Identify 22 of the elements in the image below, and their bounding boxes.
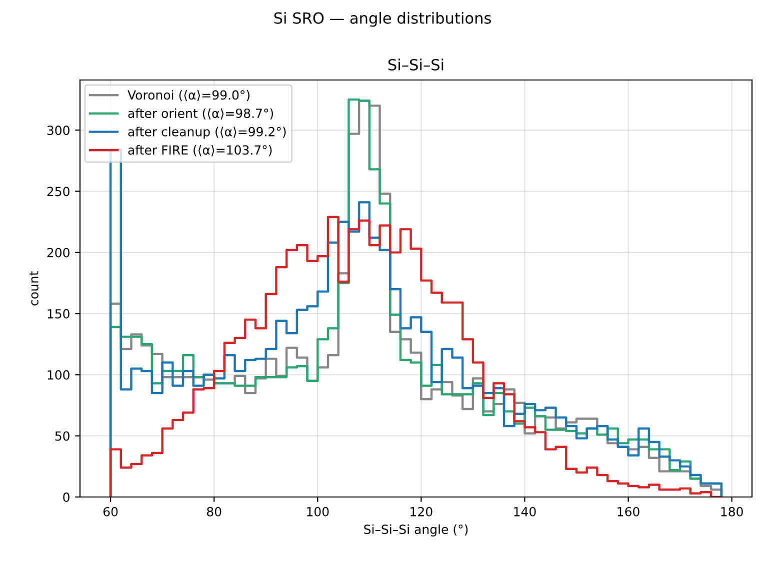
chart-subtitle: Si–Si–Si <box>388 58 444 70</box>
x-tick-label: 100 <box>307 506 329 516</box>
y-tick-label: 200 <box>47 248 70 258</box>
x-axis-title: Si–Si–Si angle (°) <box>364 524 468 536</box>
y-tick-label: 250 <box>47 186 70 196</box>
x-tick-label: 120 <box>410 506 432 516</box>
legend-label: Voronoi (⟨α⟩=99.0°) <box>128 90 250 102</box>
chart-title: Si SRO — angle distributions <box>274 12 491 27</box>
x-tick-label: 80 <box>206 506 222 516</box>
legend-label: after cleanup (⟨α⟩=99.2°) <box>128 126 286 139</box>
y-tick-label: 150 <box>48 309 70 318</box>
x-tick-label: 140 <box>514 506 536 516</box>
y-tick-label: 100 <box>48 370 70 380</box>
y-tick-label: 50 <box>55 431 70 441</box>
x-tick-label: 60 <box>103 506 118 516</box>
y-tick-label: 300 <box>47 126 70 136</box>
y-tick-label: 0 <box>63 492 70 502</box>
x-tick-label: 160 <box>618 506 640 516</box>
legend-label: after orient (⟨α⟩=98.7°) <box>128 108 274 120</box>
legend-label: after FIRE (⟨α⟩=103.7°) <box>128 145 272 156</box>
x-tick-label: 180 <box>721 506 743 516</box>
y-axis-title: count <box>29 271 38 306</box>
